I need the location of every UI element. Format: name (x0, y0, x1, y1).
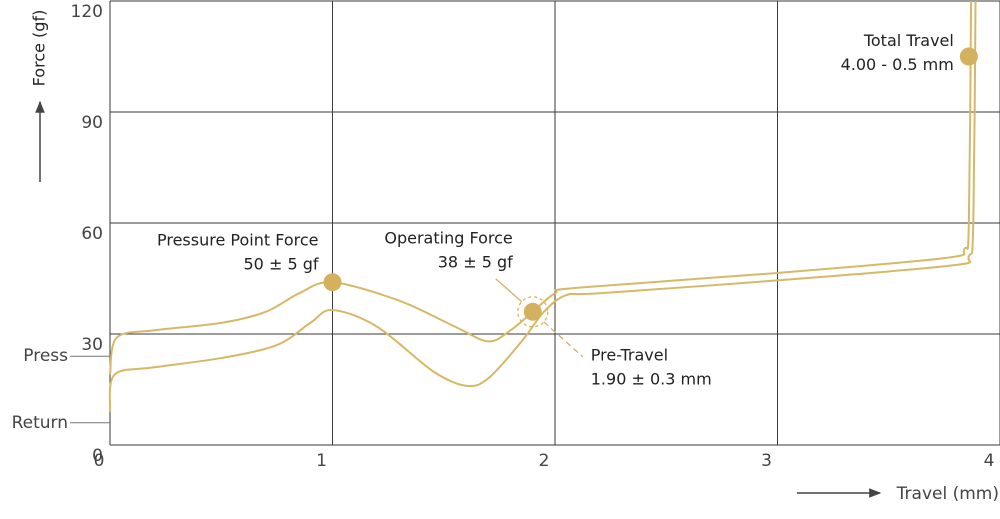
y-tick-label: 30 (81, 335, 103, 355)
point-label: Total Travel (863, 31, 954, 50)
point-label: 1.90 ± 0.3 mm (591, 369, 712, 388)
x-tick-label: 4 (984, 451, 995, 471)
y-annotation-label: Press (23, 346, 68, 366)
point-marker (523, 302, 542, 321)
point-marker (959, 47, 978, 66)
x-tick-label: 2 (539, 451, 550, 471)
x-axis-label: Travel (mm) (896, 484, 999, 504)
highlight-ring (517, 296, 549, 328)
point-label: 38 ± 5 gf (438, 252, 513, 271)
point-label: 50 ± 5 gf (244, 255, 319, 274)
y-tick-label: 60 (81, 224, 103, 244)
y-annotation-label: Return (12, 413, 68, 433)
point-label: Operating Force (384, 228, 512, 247)
point-label: 4.00 - 0.5 mm (841, 55, 954, 74)
force-curve (108, 0, 977, 412)
force-curve (109, 0, 973, 375)
y-tick-label: 90 (81, 113, 103, 133)
y-tick-label: 0 (92, 446, 103, 466)
leader (543, 321, 584, 358)
x-tick-label: 3 (761, 451, 772, 471)
x-tick-label: 0 (94, 451, 105, 471)
y-axis-label: Force (gf) (30, 10, 49, 87)
point-marker (323, 273, 342, 292)
y-tick-label: 120 (71, 2, 103, 22)
leader (495, 278, 523, 303)
point-label: Pressure Point Force (157, 231, 319, 250)
x-tick-label: 1 (316, 451, 327, 471)
point-label: Pre-Travel (591, 345, 668, 364)
